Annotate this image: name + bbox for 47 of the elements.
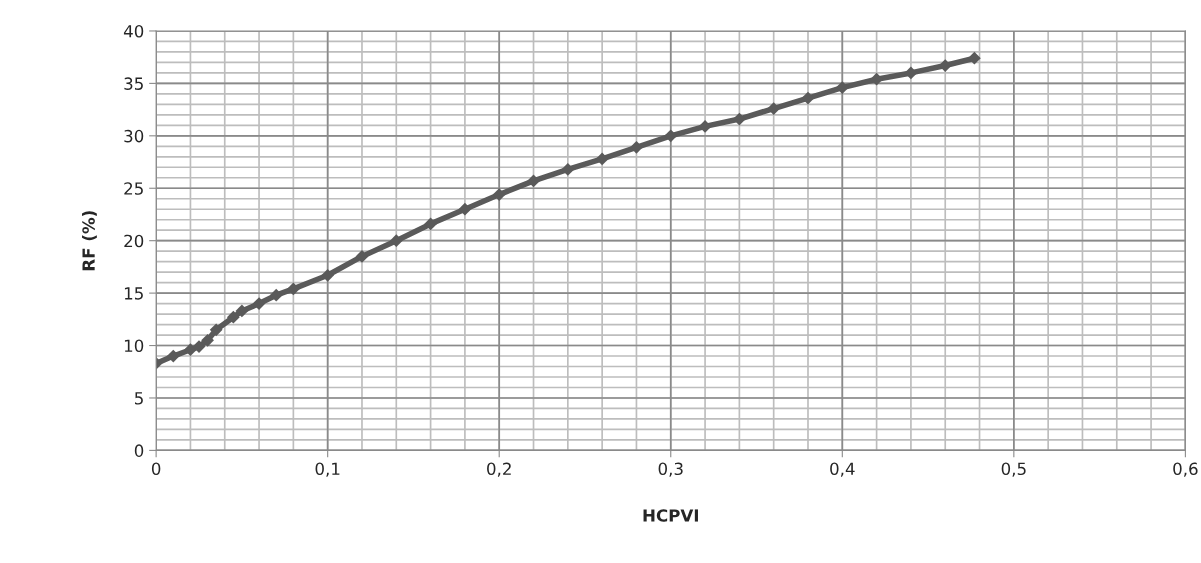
x-tick-label: 0 bbox=[151, 462, 161, 476]
x-tick-label: 0,4 bbox=[830, 462, 855, 477]
point bbox=[321, 268, 335, 282]
x-tick-label: 0,6 bbox=[1173, 462, 1198, 477]
y-tick-label: 5 bbox=[135, 392, 143, 405]
point bbox=[235, 304, 249, 318]
point bbox=[286, 282, 300, 296]
point bbox=[968, 51, 981, 65]
point bbox=[698, 120, 712, 133]
point bbox=[269, 288, 283, 302]
y-tick-label: 15 bbox=[124, 287, 143, 300]
point bbox=[492, 188, 506, 201]
point bbox=[801, 91, 815, 105]
point bbox=[870, 72, 883, 86]
point bbox=[904, 66, 918, 80]
x-tick-label: 0,3 bbox=[658, 462, 683, 477]
point bbox=[424, 217, 437, 231]
point bbox=[938, 59, 952, 72]
point bbox=[767, 102, 781, 115]
y-tick-label: 10 bbox=[124, 339, 144, 353]
y-axis-title: RF (%) bbox=[82, 211, 97, 271]
y-tick-label: 30 bbox=[124, 129, 144, 143]
point bbox=[630, 140, 643, 154]
point bbox=[458, 202, 472, 216]
point bbox=[226, 310, 240, 324]
x-tick-label: 0,2 bbox=[487, 462, 511, 477]
point bbox=[595, 152, 609, 166]
x-axis-title: HCPVI bbox=[643, 509, 698, 522]
y-tick-label: 0 bbox=[134, 444, 144, 457]
y-tick-label: 20 bbox=[124, 234, 144, 248]
y-tick-label: 25 bbox=[124, 182, 143, 195]
point bbox=[166, 349, 180, 363]
point bbox=[209, 323, 223, 337]
x-tick-label: 0,1 bbox=[315, 462, 340, 477]
point bbox=[732, 112, 746, 126]
point bbox=[201, 333, 214, 347]
y-tick-label: 40 bbox=[123, 24, 144, 38]
point bbox=[835, 81, 849, 94]
point bbox=[527, 174, 540, 188]
point bbox=[184, 343, 197, 357]
point bbox=[252, 297, 266, 310]
y-tick-label: 35 bbox=[124, 77, 143, 90]
point bbox=[664, 129, 678, 143]
point bbox=[355, 250, 369, 263]
point bbox=[389, 234, 403, 248]
x-tick-label: 0,5 bbox=[1001, 462, 1026, 477]
point bbox=[561, 163, 575, 176]
